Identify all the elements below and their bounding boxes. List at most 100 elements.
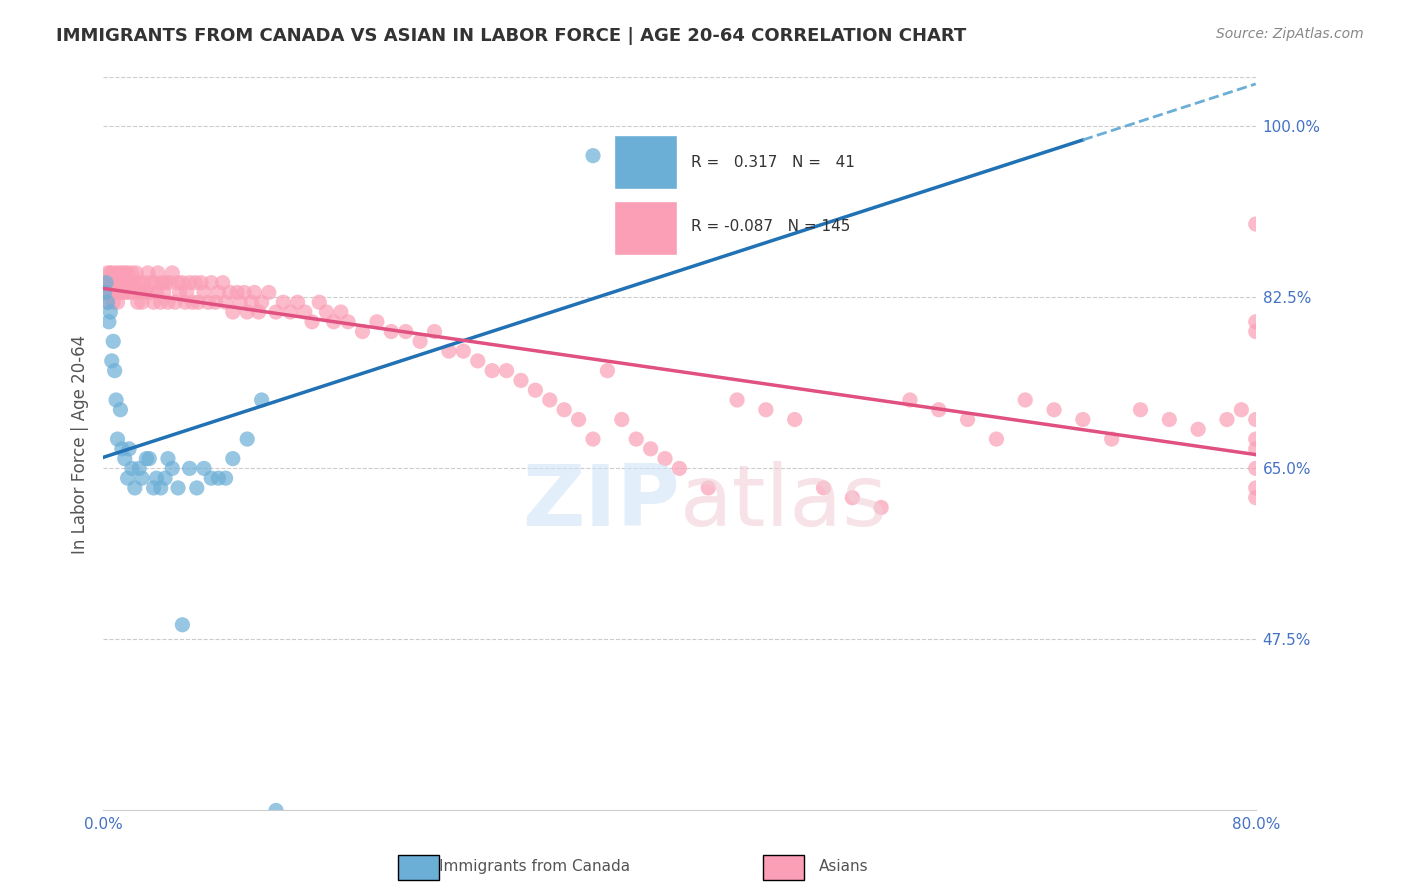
Point: [301, 315, 323, 329]
Point: [1244, 491, 1267, 505]
Point: [697, 481, 720, 495]
Point: [467, 354, 489, 368]
Point: [243, 285, 266, 300]
Point: [1244, 442, 1267, 456]
Point: [108, 285, 131, 300]
Point: [135, 285, 157, 300]
Point: [110, 276, 132, 290]
Point: [495, 364, 517, 378]
Point: [150, 276, 173, 290]
Point: [250, 295, 273, 310]
Point: [105, 285, 128, 300]
Point: [104, 364, 127, 378]
Point: [453, 344, 475, 359]
Point: [124, 276, 146, 290]
Point: [94, 276, 117, 290]
Point: [207, 471, 229, 485]
Point: [229, 295, 252, 310]
Point: [172, 276, 194, 290]
Point: [179, 461, 201, 475]
Point: [107, 276, 129, 290]
Point: [437, 344, 460, 359]
Point: [870, 500, 893, 515]
Point: [553, 402, 575, 417]
Point: [157, 276, 180, 290]
Point: [1244, 461, 1267, 475]
Point: [122, 285, 145, 300]
Point: [271, 295, 294, 310]
Point: [110, 402, 132, 417]
Point: [236, 432, 259, 446]
Point: [93, 285, 115, 300]
Point: [928, 402, 950, 417]
Point: [1216, 412, 1239, 426]
Point: [174, 295, 197, 310]
Point: [187, 295, 209, 310]
Point: [626, 432, 648, 446]
Point: [322, 315, 344, 329]
Point: [184, 276, 207, 290]
Point: [138, 451, 160, 466]
Point: [308, 295, 330, 310]
Point: [129, 285, 152, 300]
Point: [107, 295, 129, 310]
Point: [1244, 315, 1267, 329]
Point: [1244, 217, 1267, 231]
Point: [1101, 432, 1123, 446]
Point: [1187, 422, 1209, 436]
Point: [103, 276, 125, 290]
Point: [100, 285, 122, 300]
Point: [898, 392, 921, 407]
Point: [117, 471, 139, 485]
Point: [222, 451, 245, 466]
Point: [167, 481, 190, 495]
Point: [193, 285, 215, 300]
Point: [145, 285, 167, 300]
Point: [1071, 412, 1094, 426]
Point: [200, 471, 222, 485]
Point: [1244, 325, 1267, 339]
Text: IMMIGRANTS FROM CANADA VS ASIAN IN LABOR FORCE | AGE 20-64 CORRELATION CHART: IMMIGRANTS FROM CANADA VS ASIAN IN LABOR…: [56, 27, 966, 45]
Point: [98, 276, 121, 290]
Point: [257, 285, 280, 300]
Point: [287, 295, 309, 310]
Point: [250, 392, 273, 407]
Point: [668, 461, 690, 475]
Point: [98, 305, 121, 319]
Point: [236, 305, 259, 319]
Point: [143, 276, 166, 290]
Point: [409, 334, 432, 349]
Point: [103, 295, 125, 310]
Point: [395, 325, 418, 339]
Point: [108, 266, 131, 280]
Point: [146, 266, 169, 280]
Point: [121, 461, 143, 475]
Point: [813, 481, 835, 495]
Point: [211, 276, 233, 290]
Point: [264, 305, 287, 319]
Point: [96, 266, 118, 280]
Point: [111, 266, 134, 280]
Point: [127, 295, 149, 310]
Point: [117, 266, 139, 280]
Point: [986, 432, 1008, 446]
Point: [131, 471, 153, 485]
Point: [105, 392, 128, 407]
Text: Immigrants from Canada: Immigrants from Canada: [439, 859, 630, 874]
Point: [139, 276, 162, 290]
Point: [118, 442, 141, 456]
Point: [97, 276, 120, 290]
Point: [96, 295, 118, 310]
Point: [315, 305, 337, 319]
Point: [190, 276, 212, 290]
Point: [1230, 402, 1253, 417]
Point: [247, 305, 270, 319]
Point: [755, 402, 778, 417]
Point: [481, 364, 503, 378]
Point: [96, 295, 118, 310]
Point: [97, 315, 120, 329]
Point: [105, 266, 128, 280]
Point: [115, 276, 138, 290]
Point: [156, 295, 179, 310]
Point: [204, 295, 226, 310]
